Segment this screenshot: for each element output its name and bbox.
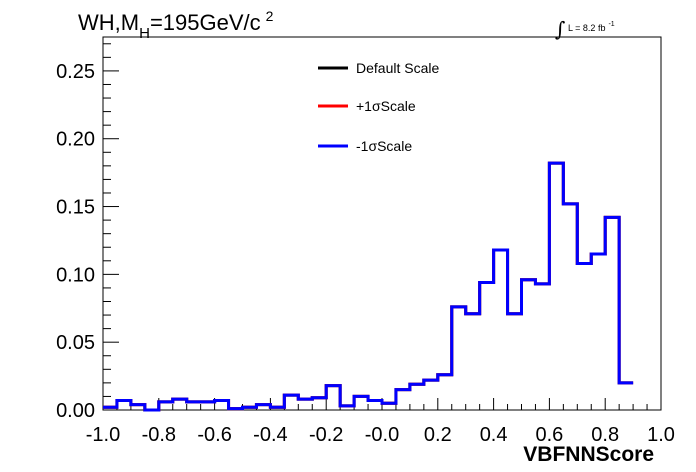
histogram-line-default-scale <box>103 161 634 412</box>
legend-label-minus-1sigma-scale: -1σScale <box>356 138 412 154</box>
x-tick-label: 0.6 <box>535 424 563 446</box>
chart-title: WH,MH=195GeV/c 2 <box>78 8 274 42</box>
x-tick-label: 1.0 <box>647 424 675 446</box>
x-tick-label: -1.0 <box>86 424 120 446</box>
x-tick-label: -0.4 <box>253 424 287 446</box>
title-superscript: 2 <box>266 8 274 24</box>
x-tick-labels: -1.0 -0.8 -0.6 -0.4 -0.2 -0.0 0.2 0.4 0.6 0.8 1.0 <box>86 424 675 446</box>
y-tick-label: 0.10 <box>56 264 95 286</box>
histogram-series <box>103 161 634 412</box>
x-tick-label: -0.2 <box>309 424 343 446</box>
histogram-line-plusminus-1sigma-scale <box>103 161 634 412</box>
legend-label-plus-1sigma-scale: +1σScale <box>356 98 416 114</box>
title-subscript: H <box>139 25 150 42</box>
luminosity-integral-symbol: ∫ <box>555 17 565 41</box>
x-axis-title: VBFNNScore <box>523 443 654 466</box>
y-tick-label: 0.25 <box>56 61 95 83</box>
legend: Default Scale +1σScale -1σScale <box>318 60 439 154</box>
histogram-line-minus-1sigma-scale <box>103 161 634 412</box>
legend-label-default-scale: Default Scale <box>356 60 439 76</box>
y-tick-label: 0.05 <box>56 332 95 354</box>
x-tick-label: 0.2 <box>424 424 452 446</box>
x-tick-label: -0.6 <box>197 424 231 446</box>
y-tick-labels: 0.00 0.05 0.10 0.15 0.20 0.25 <box>56 61 95 422</box>
luminosity-label: L = 8.2 fb -1 <box>568 21 615 33</box>
y-tick-label: 0.00 <box>56 400 95 422</box>
x-tick-label: 0.8 <box>591 424 619 446</box>
y-tick-label: 0.15 <box>56 197 95 219</box>
x-tick-label: -0.0 <box>365 424 399 446</box>
x-tick-label: 0.4 <box>480 424 508 446</box>
y-tick-label: 0.20 <box>56 129 95 151</box>
x-tick-label: -0.8 <box>142 424 176 446</box>
